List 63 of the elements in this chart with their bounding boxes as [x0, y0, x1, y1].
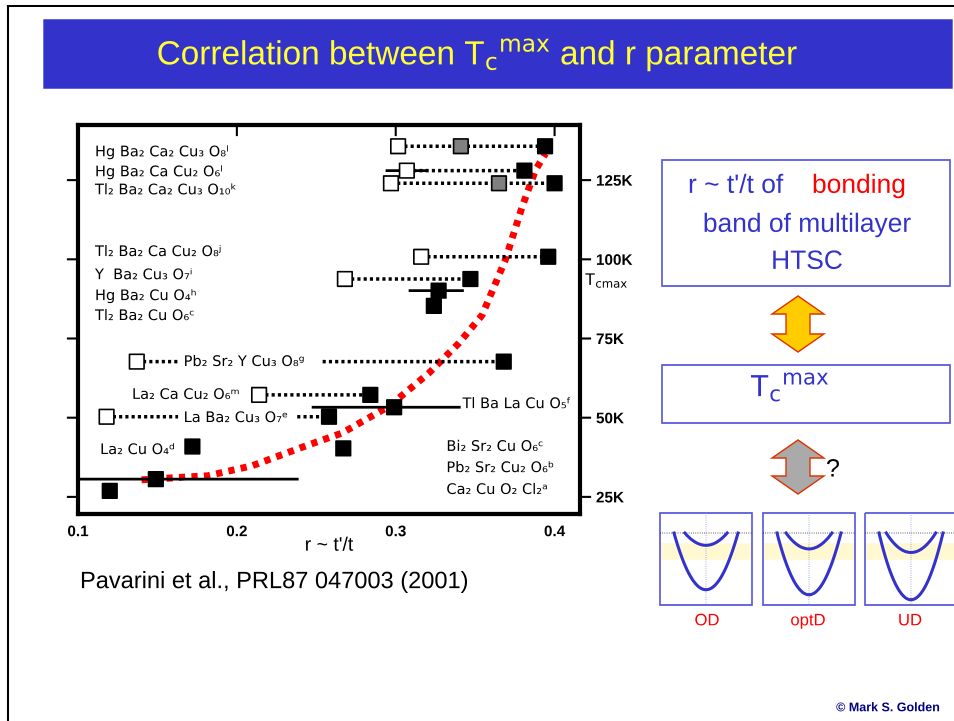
point: [462, 270, 479, 288]
point: [536, 138, 554, 154]
text: T$_{c}$$^{max}$: [750, 372, 828, 402]
text: r ~ t'/t of: [690, 174, 784, 194]
text: ?: [827, 459, 839, 476]
annotation: Hg Ba₂ Ca Cu₂ O₆ˡ: [96, 165, 222, 180]
point: [413, 248, 430, 265]
point: [386, 399, 402, 416]
x-tick-label: 0.4: [544, 526, 566, 536]
point: [184, 438, 200, 455]
point: [336, 270, 354, 288]
point: [128, 354, 145, 370]
annotation: Tl₂ Ba₂ Cu O₆ᶜ: [94, 308, 194, 320]
annotation: Bi₂ Sr₂ Cu O₆ᶜ: [448, 440, 543, 452]
point: [430, 282, 447, 299]
y-tick-label: 125K: [596, 174, 632, 186]
annotation: Tl₂ Ba₂ Ca Cu₂ O₈ʲ: [94, 244, 221, 256]
point: [546, 175, 563, 192]
point: [398, 162, 415, 179]
chart-title: Correlation between T$_{c}$$^{max}$ and r parameter: [158, 38, 797, 72]
text: Pavarini et al., PRL87 047003 (2001): [82, 570, 468, 593]
point: [148, 471, 164, 488]
annotation: Pb₂ Sr₂ Y Cu₃ O₈ᵍ: [185, 354, 304, 366]
text: © Mark S. Golden: [836, 702, 940, 712]
y-axis-title: T$_{cmax}$: [585, 273, 627, 288]
text: bonding: [814, 174, 904, 198]
x-tick-label: 0.1: [68, 526, 88, 536]
annotation: La₂ Ca Cu₂ O₆ᵐ: [133, 388, 239, 400]
point: [516, 162, 533, 179]
point: [335, 440, 352, 457]
text: UD: [899, 614, 922, 626]
point: [390, 138, 406, 154]
annotation: Hg Ba₂ Cu O₄ʰ: [96, 289, 196, 304]
text: band of multilayer: [704, 212, 911, 238]
point: [426, 298, 442, 314]
annotation: Hg Ba₂ Ca₂ Cu₃ O₈ˡ: [96, 145, 228, 160]
x-tick-label: 0.3: [386, 526, 406, 536]
text: optD: [791, 614, 825, 629]
point: [540, 248, 556, 265]
y-tick-label: 25K: [596, 492, 624, 503]
point: [452, 138, 469, 154]
annotation: La Ba₂ Cu₃ O₇ᵉ: [185, 411, 288, 422]
y-tick-label: 50K: [596, 412, 624, 424]
x-tick-label: 0.2: [226, 526, 247, 536]
point: [250, 386, 268, 404]
point: [98, 408, 115, 425]
y-tick-label: 75K: [596, 334, 624, 344]
y-tick-label: 100K: [596, 254, 632, 265]
text: HTSC: [773, 250, 842, 270]
annotation: Pb₂ Sr₂ Cu₂ O₆ᵇ: [448, 461, 554, 472]
text: OD: [695, 614, 719, 626]
annotation: Tl₂ Ba₂ Ca₂ Cu₃ O₁₀ᵏ: [94, 183, 236, 194]
point: [490, 175, 508, 192]
point: [362, 386, 378, 404]
annotation: Tl Ba La Cu O₅ᶠ: [462, 397, 570, 408]
annotation: Y Ba₂ Cu₃ O₇ⁱ: [94, 268, 192, 280]
point: [382, 175, 400, 192]
x-axis-title: r ~ t'/t: [306, 536, 354, 551]
point: [102, 482, 118, 499]
point: [496, 354, 512, 370]
annotation: Ca₂ Cu O₂ Cl₂ᵃ: [447, 482, 547, 494]
point: [320, 408, 338, 425]
annotation: La₂ Cu O₄ᵈ: [102, 443, 174, 454]
